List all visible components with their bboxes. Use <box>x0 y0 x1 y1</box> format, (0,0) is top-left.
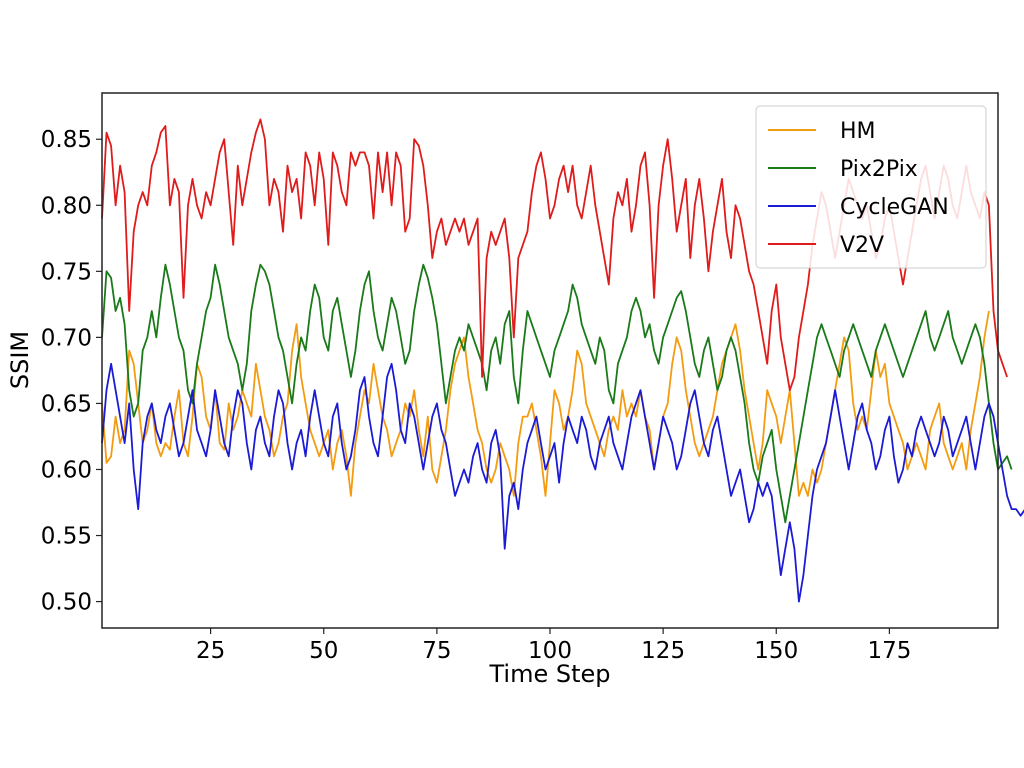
legend-label-hm: HM <box>840 119 876 144</box>
legend-label-v2v: V2V <box>840 233 884 258</box>
x-tick-label: 125 <box>641 638 685 664</box>
legend-box <box>755 105 987 269</box>
y-tick-label: 0.60 <box>41 457 92 483</box>
legend: HM Pix2Pix CycleGAN V2V <box>755 105 987 269</box>
x-axis-label: Time Step <box>488 660 610 688</box>
y-tick-label: 0.80 <box>41 193 92 219</box>
x-tick-label: 150 <box>754 638 798 664</box>
legend-label-pix2pix: Pix2Pix <box>840 157 918 182</box>
x-tick-label: 175 <box>867 638 911 664</box>
x-tick-label: 50 <box>309 638 338 664</box>
y-tick-label: 0.85 <box>41 127 92 153</box>
x-tick-label: 25 <box>196 638 225 664</box>
x-tick-label: 75 <box>422 638 451 664</box>
series-line-cyclegan <box>101 362 1024 603</box>
series-line-hm <box>101 310 990 497</box>
y-axis: 0.50 0.55 0.60 0.65 0.70 0.75 0.80 0.85 <box>41 127 102 616</box>
series-line-pix2pix <box>101 263 1013 524</box>
x-axis: 25 50 75 100 125 150 175 <box>196 628 911 664</box>
y-tick-label: 0.55 <box>41 524 92 550</box>
y-tick-label: 0.65 <box>41 391 92 417</box>
x-tick-label: 100 <box>528 638 572 664</box>
series-layer <box>101 118 1024 603</box>
y-axis-label: SSIM <box>6 331 34 389</box>
y-tick-label: 0.50 <box>41 590 92 616</box>
y-tick-label: 0.75 <box>41 259 92 285</box>
y-tick-label: 0.70 <box>41 325 92 351</box>
legend-label-cyclegan: CycleGAN <box>840 195 949 220</box>
